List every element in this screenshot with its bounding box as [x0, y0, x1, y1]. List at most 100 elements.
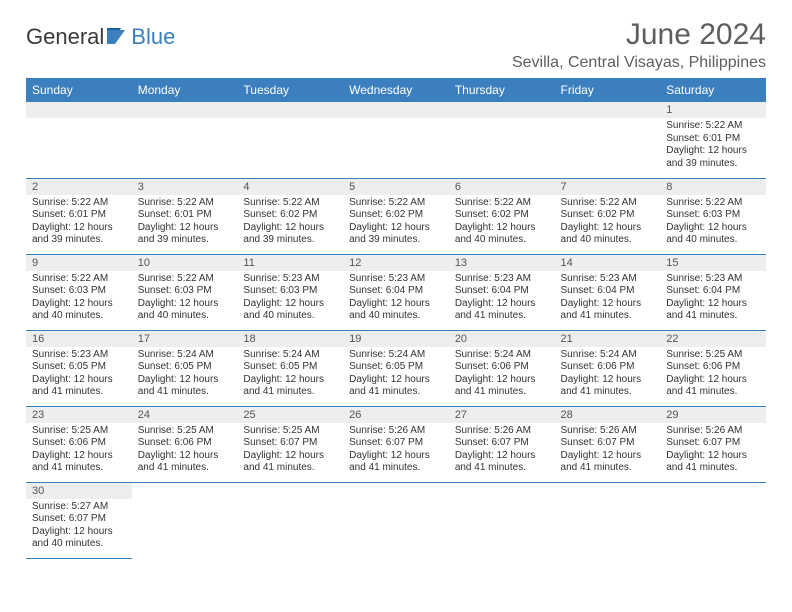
sunset-text: Sunset: 6:02 PM — [349, 209, 443, 222]
day-details: Sunrise: 5:23 AMSunset: 6:03 PMDaylight:… — [237, 271, 343, 327]
daylight-text: Daylight: 12 hours and 41 minutes. — [349, 450, 443, 475]
calendar-cell: 12Sunrise: 5:23 AMSunset: 6:04 PMDayligh… — [343, 254, 449, 330]
calendar-cell — [343, 482, 449, 558]
daylight-text: Daylight: 12 hours and 41 minutes. — [666, 450, 760, 475]
sunset-text: Sunset: 6:07 PM — [455, 437, 549, 450]
daylight-text: Daylight: 12 hours and 41 minutes. — [666, 374, 760, 399]
day-number: 4 — [237, 179, 343, 195]
logo-text-2: Blue — [131, 24, 175, 50]
title-block: June 2024 Sevilla, Central Visayas, Phil… — [512, 18, 766, 72]
day-header: Thursday — [449, 78, 555, 102]
day-details: Sunrise: 5:22 AMSunset: 6:01 PMDaylight:… — [132, 195, 238, 251]
day-number: 6 — [449, 179, 555, 195]
calendar-cell — [237, 102, 343, 178]
sunrise-text: Sunrise: 5:23 AM — [243, 273, 337, 286]
calendar-cell — [343, 102, 449, 178]
calendar-cell: 17Sunrise: 5:24 AMSunset: 6:05 PMDayligh… — [132, 330, 238, 406]
day-details: Sunrise: 5:25 AMSunset: 6:07 PMDaylight:… — [237, 423, 343, 479]
day-number: 24 — [132, 407, 238, 423]
calendar-cell: 7Sunrise: 5:22 AMSunset: 6:02 PMDaylight… — [555, 178, 661, 254]
sunrise-text: Sunrise: 5:25 AM — [666, 349, 760, 362]
sunset-text: Sunset: 6:07 PM — [666, 437, 760, 450]
sunset-text: Sunset: 6:04 PM — [561, 285, 655, 298]
sunset-text: Sunset: 6:07 PM — [243, 437, 337, 450]
sunset-text: Sunset: 6:04 PM — [666, 285, 760, 298]
day-details: Sunrise: 5:23 AMSunset: 6:04 PMDaylight:… — [449, 271, 555, 327]
day-number: 25 — [237, 407, 343, 423]
sunset-text: Sunset: 6:07 PM — [349, 437, 443, 450]
logo-text-1: General — [26, 24, 104, 50]
daylight-text: Daylight: 12 hours and 39 minutes. — [138, 222, 232, 247]
calendar-cell: 4Sunrise: 5:22 AMSunset: 6:02 PMDaylight… — [237, 178, 343, 254]
daylight-text: Daylight: 12 hours and 41 minutes. — [455, 298, 549, 323]
day-header: Monday — [132, 78, 238, 102]
sunrise-text: Sunrise: 5:23 AM — [32, 349, 126, 362]
sunset-text: Sunset: 6:05 PM — [243, 361, 337, 374]
sunset-text: Sunset: 6:02 PM — [561, 209, 655, 222]
day-details: Sunrise: 5:26 AMSunset: 6:07 PMDaylight:… — [555, 423, 661, 479]
day-details: Sunrise: 5:22 AMSunset: 6:02 PMDaylight:… — [343, 195, 449, 251]
calendar-cell: 25Sunrise: 5:25 AMSunset: 6:07 PMDayligh… — [237, 406, 343, 482]
calendar-cell — [449, 482, 555, 558]
day-details: Sunrise: 5:24 AMSunset: 6:06 PMDaylight:… — [449, 347, 555, 403]
daylight-text: Daylight: 12 hours and 39 minutes. — [666, 145, 760, 170]
sunrise-text: Sunrise: 5:23 AM — [455, 273, 549, 286]
day-number: 2 — [26, 179, 132, 195]
calendar-cell: 8Sunrise: 5:22 AMSunset: 6:03 PMDaylight… — [660, 178, 766, 254]
daylight-text: Daylight: 12 hours and 40 minutes. — [32, 298, 126, 323]
day-number: 18 — [237, 331, 343, 347]
day-details: Sunrise: 5:23 AMSunset: 6:04 PMDaylight:… — [343, 271, 449, 327]
calendar-cell — [132, 102, 238, 178]
day-number: 12 — [343, 255, 449, 271]
day-number: 21 — [555, 331, 661, 347]
day-details: Sunrise: 5:25 AMSunset: 6:06 PMDaylight:… — [26, 423, 132, 479]
calendar-row: 16Sunrise: 5:23 AMSunset: 6:05 PMDayligh… — [26, 330, 766, 406]
day-details: Sunrise: 5:24 AMSunset: 6:05 PMDaylight:… — [343, 347, 449, 403]
day-number: 17 — [132, 331, 238, 347]
sunrise-text: Sunrise: 5:24 AM — [138, 349, 232, 362]
day-number: 22 — [660, 331, 766, 347]
sunset-text: Sunset: 6:03 PM — [243, 285, 337, 298]
daylight-text: Daylight: 12 hours and 41 minutes. — [243, 450, 337, 475]
sunset-text: Sunset: 6:06 PM — [32, 437, 126, 450]
calendar-cell: 29Sunrise: 5:26 AMSunset: 6:07 PMDayligh… — [660, 406, 766, 482]
day-details: Sunrise: 5:23 AMSunset: 6:04 PMDaylight:… — [660, 271, 766, 327]
day-number: 8 — [660, 179, 766, 195]
calendar-cell: 9Sunrise: 5:22 AMSunset: 6:03 PMDaylight… — [26, 254, 132, 330]
day-number: 15 — [660, 255, 766, 271]
sunrise-text: Sunrise: 5:22 AM — [561, 197, 655, 210]
day-number: 29 — [660, 407, 766, 423]
calendar-cell — [237, 482, 343, 558]
sunset-text: Sunset: 6:01 PM — [138, 209, 232, 222]
day-number: 10 — [132, 255, 238, 271]
calendar-cell — [449, 102, 555, 178]
sunset-text: Sunset: 6:05 PM — [32, 361, 126, 374]
daylight-text: Daylight: 12 hours and 40 minutes. — [349, 298, 443, 323]
sunset-text: Sunset: 6:06 PM — [138, 437, 232, 450]
sunset-text: Sunset: 6:06 PM — [561, 361, 655, 374]
calendar-cell: 19Sunrise: 5:24 AMSunset: 6:05 PMDayligh… — [343, 330, 449, 406]
sunrise-text: Sunrise: 5:27 AM — [32, 501, 126, 514]
daylight-text: Daylight: 12 hours and 39 minutes. — [243, 222, 337, 247]
day-details: Sunrise: 5:24 AMSunset: 6:06 PMDaylight:… — [555, 347, 661, 403]
sunset-text: Sunset: 6:07 PM — [32, 513, 126, 526]
day-number: 27 — [449, 407, 555, 423]
calendar-row: 9Sunrise: 5:22 AMSunset: 6:03 PMDaylight… — [26, 254, 766, 330]
calendar-cell: 14Sunrise: 5:23 AMSunset: 6:04 PMDayligh… — [555, 254, 661, 330]
empty-day-strip — [237, 102, 343, 118]
day-number: 11 — [237, 255, 343, 271]
daylight-text: Daylight: 12 hours and 40 minutes. — [32, 526, 126, 551]
calendar-row: 1Sunrise: 5:22 AMSunset: 6:01 PMDaylight… — [26, 102, 766, 178]
calendar-cell: 18Sunrise: 5:24 AMSunset: 6:05 PMDayligh… — [237, 330, 343, 406]
daylight-text: Daylight: 12 hours and 41 minutes. — [32, 450, 126, 475]
calendar-cell: 23Sunrise: 5:25 AMSunset: 6:06 PMDayligh… — [26, 406, 132, 482]
empty-day-strip — [26, 102, 132, 118]
sunrise-text: Sunrise: 5:22 AM — [32, 197, 126, 210]
calendar-cell: 20Sunrise: 5:24 AMSunset: 6:06 PMDayligh… — [449, 330, 555, 406]
day-details: Sunrise: 5:22 AMSunset: 6:03 PMDaylight:… — [26, 271, 132, 327]
calendar-cell: 15Sunrise: 5:23 AMSunset: 6:04 PMDayligh… — [660, 254, 766, 330]
calendar-cell: 10Sunrise: 5:22 AMSunset: 6:03 PMDayligh… — [132, 254, 238, 330]
calendar-row: 23Sunrise: 5:25 AMSunset: 6:06 PMDayligh… — [26, 406, 766, 482]
month-title: June 2024 — [512, 18, 766, 52]
daylight-text: Daylight: 12 hours and 41 minutes. — [138, 374, 232, 399]
